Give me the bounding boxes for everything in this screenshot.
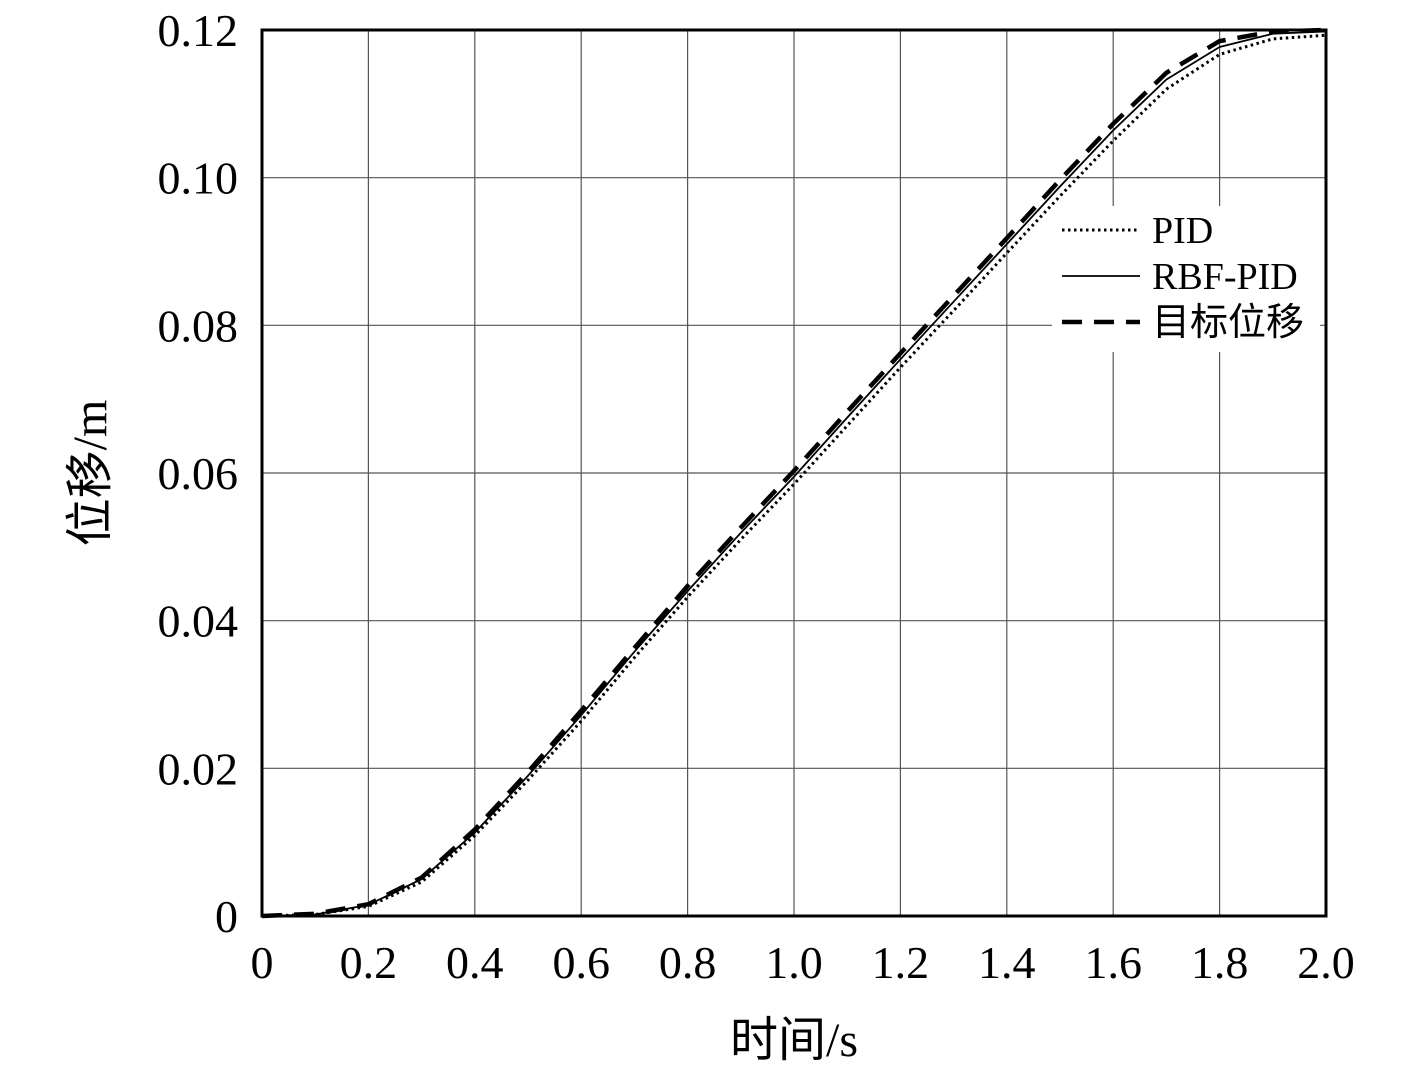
y-tick-label: 0.06 (158, 448, 239, 499)
x-tick-label: 1.2 (872, 937, 930, 988)
x-tick-label: 1.8 (1191, 937, 1249, 988)
x-tick-label: 0.6 (552, 937, 610, 988)
y-tick-label: 0 (215, 891, 238, 942)
x-tick-label: 0 (251, 937, 274, 988)
y-axis-label: 位移/m (64, 400, 117, 547)
x-tick-label: 0.8 (659, 937, 717, 988)
series-line-2 (261, 30, 1327, 917)
x-tick-label: 2.0 (1297, 937, 1355, 988)
series-line-3 (261, 27, 1327, 919)
legend-label-3: 目标位移 (1152, 302, 1304, 344)
y-tick-label: 0.04 (158, 596, 239, 647)
legend-label-2: RBF-PID (1152, 256, 1298, 298)
legend-label-1: PID (1152, 210, 1213, 252)
x-tick-label: 0.2 (340, 937, 398, 988)
y-tick-label: 0.02 (158, 743, 239, 794)
plot-frame (260, 28, 1328, 918)
x-axis-label: 时间/s (730, 1014, 858, 1067)
x-tick-label: 0.4 (446, 937, 504, 988)
y-tick-label: 0.12 (158, 5, 239, 56)
y-tick-label: 0.08 (158, 300, 239, 351)
x-tick-label: 1.0 (765, 937, 823, 988)
series-layer (261, 27, 1327, 919)
y-tick-label: 0.10 (158, 153, 239, 204)
y-tick-labels: 0 0.02 0.04 0.06 0.08 0.10 0.12 (158, 5, 239, 942)
x-tick-label: 1.6 (1084, 937, 1142, 988)
x-tick-label: 1.4 (978, 937, 1036, 988)
legend-background (1052, 206, 1320, 352)
x-tick-labels: 0 0.2 0.4 0.6 0.8 1.0 1.2 1.4 1.6 1.8 2.0 (251, 937, 1355, 988)
